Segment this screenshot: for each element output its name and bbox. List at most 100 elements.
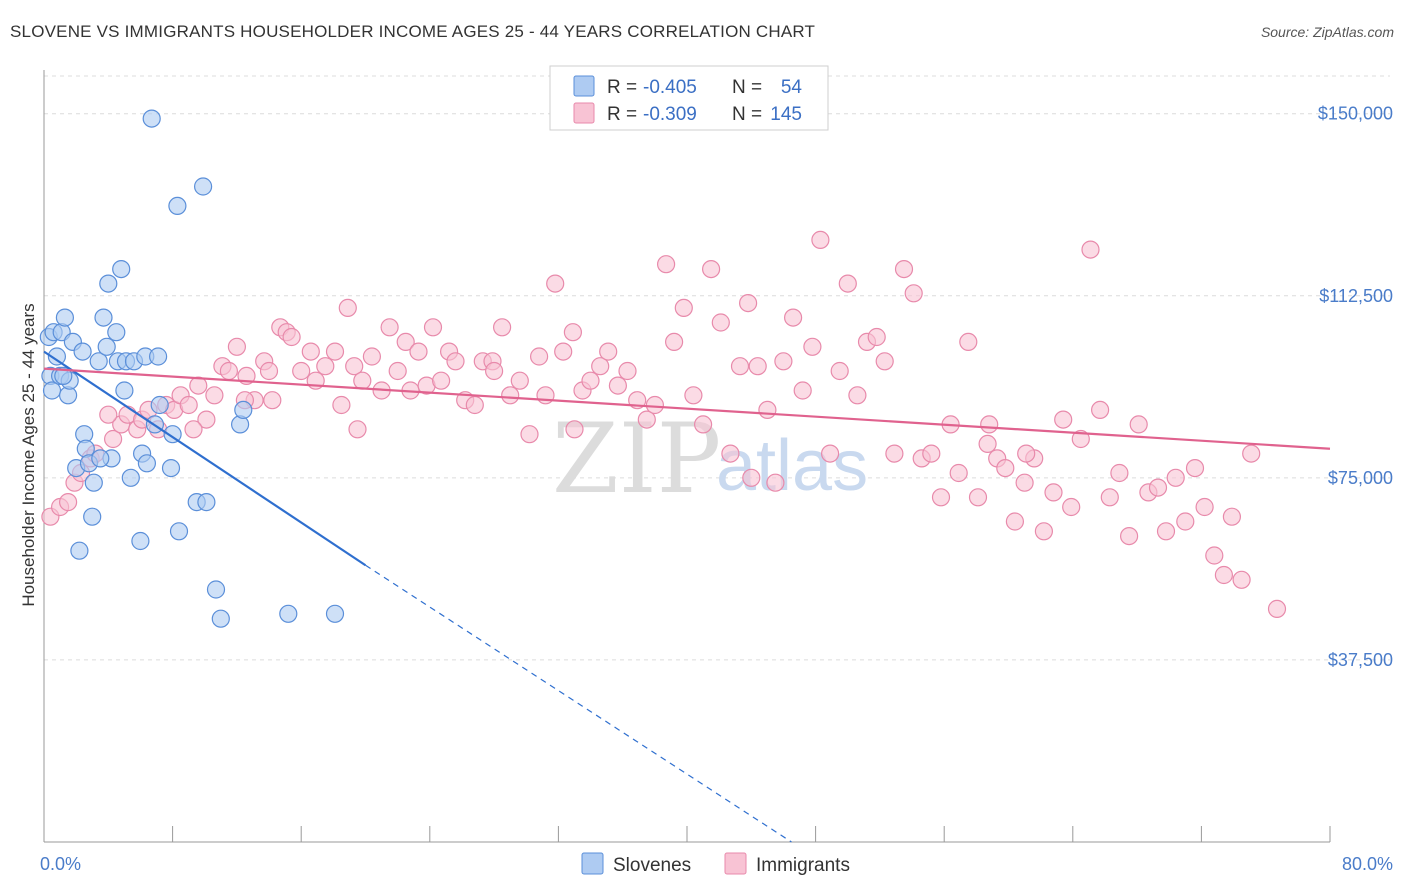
immigrants-point-63	[554, 342, 573, 361]
immigrants-point-124	[1119, 526, 1139, 546]
y-tick-label-0: $37,500	[1328, 650, 1393, 670]
immigrants-point-108	[968, 488, 988, 507]
immigrants-point-27	[263, 391, 282, 410]
immigrants-point-128	[1156, 522, 1176, 541]
immigrants-point-87	[774, 352, 793, 371]
immigrants-point-92	[820, 444, 840, 463]
slovenes-point-18	[84, 473, 103, 492]
immigrants-point-115	[1034, 522, 1054, 541]
immigrants-point-127	[1148, 478, 1168, 497]
immigrants-point-81	[721, 444, 740, 463]
slovenes-point-38	[150, 395, 169, 415]
y-tick-label-3: $150,000	[1318, 104, 1393, 124]
immigrants-point-19	[197, 410, 216, 429]
immigrants-point-78	[693, 415, 713, 434]
slovenes-point-41	[168, 196, 187, 215]
series-legend: Slovenes Immigrants	[581, 852, 850, 876]
immigrants-point-142	[348, 420, 367, 439]
data-points	[39, 109, 1287, 628]
slovenes-point-29	[121, 468, 140, 487]
immigrants-point-95	[848, 386, 867, 405]
immigrants-point-125	[1129, 415, 1148, 434]
immigrants-point-72	[637, 410, 656, 429]
immigrants-point-138	[1267, 599, 1287, 619]
immigrants-point-76	[674, 298, 693, 317]
immigrants-point-83	[738, 294, 758, 313]
slovenes-point-22	[99, 274, 118, 293]
immigrants-point-99	[885, 444, 904, 463]
legend-swatch-immigrants-bottom	[724, 852, 747, 875]
immigrants-point-148	[485, 361, 504, 381]
immigrants-point-36	[332, 395, 351, 415]
immigrants-point-20	[205, 386, 224, 405]
slovenes-point-45	[197, 493, 216, 512]
immigrants-point-86	[766, 473, 785, 492]
slovenes-point-44	[194, 177, 213, 196]
immigrants-point-122	[1100, 488, 1119, 507]
slovenes-point-20	[94, 308, 113, 327]
immigrants-point-123	[1110, 463, 1129, 483]
slovenes-point-17	[83, 507, 102, 526]
immigrants-point-121	[1090, 400, 1110, 419]
slovenes-point-49	[234, 400, 253, 419]
immigrants-point-85	[758, 400, 777, 419]
slovenes-point-35	[142, 109, 161, 128]
immigrants-point-103	[922, 444, 941, 463]
immigrants-point-111	[996, 459, 1015, 478]
immigrants-point-2	[58, 493, 78, 512]
slovenes-point-24	[107, 323, 126, 342]
immigrants-point-58	[510, 371, 529, 390]
axes	[43, 70, 1331, 843]
immigrants-point-38	[345, 357, 364, 376]
immigrants-point-46	[409, 342, 428, 361]
x-tick-label-1: 80.0%	[1342, 854, 1393, 874]
immigrants-point-134	[1214, 565, 1234, 585]
slovenes-point-52	[54, 366, 73, 385]
immigrants-point-74	[656, 255, 676, 274]
slovenes-point-40	[163, 425, 182, 444]
slovenes-trend-extension	[365, 564, 792, 843]
watermark: ZIP atlas	[552, 403, 868, 515]
immigrants-point-48	[423, 318, 443, 337]
immigrants-point-141	[259, 361, 279, 381]
slovenes-point-51	[325, 604, 345, 623]
immigrants-point-91	[811, 230, 830, 249]
immigrants-point-18	[189, 376, 208, 395]
x-tick-labels: 0.0% 80.0%	[40, 854, 1393, 874]
immigrants-point-140	[184, 420, 203, 439]
immigrants-point-39	[353, 371, 372, 390]
legend-label-immigrants: Immigrants	[756, 855, 850, 876]
slovenes-point-34	[137, 454, 156, 473]
immigrants-point-49	[432, 371, 451, 390]
immigrants-point-64	[563, 323, 583, 342]
x-tick-label-0: 0.0%	[40, 854, 81, 874]
immigrants-point-104	[931, 488, 951, 507]
slovenes-point-13	[73, 342, 92, 361]
legend-swatch-slovenes	[573, 75, 595, 97]
immigrants-point-98	[875, 352, 894, 371]
immigrants-point-42	[380, 318, 399, 337]
immigrants-point-107	[959, 332, 978, 351]
legend-swatch-slovenes-bottom	[581, 852, 604, 875]
legend-n-value-1: 54	[781, 77, 803, 98]
immigrants-point-84	[748, 357, 767, 376]
immigrants-point-133	[1205, 546, 1224, 565]
slovenes-point-26	[112, 260, 131, 279]
legend-swatch-immigrants	[573, 102, 595, 124]
legend-r-label-1: R =	[607, 77, 637, 98]
immigrants-point-40	[362, 347, 381, 366]
immigrants-point-100	[894, 260, 914, 279]
immigrants-point-117	[1054, 410, 1073, 429]
immigrants-point-68	[599, 342, 618, 361]
immigrants-point-79	[701, 260, 721, 279]
correlation-legend: R = -0.405 N = 54 R = -0.309 N = 145	[549, 65, 829, 131]
slovenes-point-47	[211, 609, 230, 628]
trend-lines	[43, 350, 1331, 843]
immigrants-point-129	[1166, 468, 1185, 487]
immigrants-point-23	[227, 337, 246, 356]
chart-title: SLOVENE VS IMMIGRANTS HOUSEHOLDER INCOME…	[10, 22, 816, 41]
immigrants-point-22	[219, 361, 238, 381]
y-axis-label: Householder Income Ages 25 - 44 years	[19, 303, 38, 606]
immigrants-point-59	[520, 425, 539, 444]
